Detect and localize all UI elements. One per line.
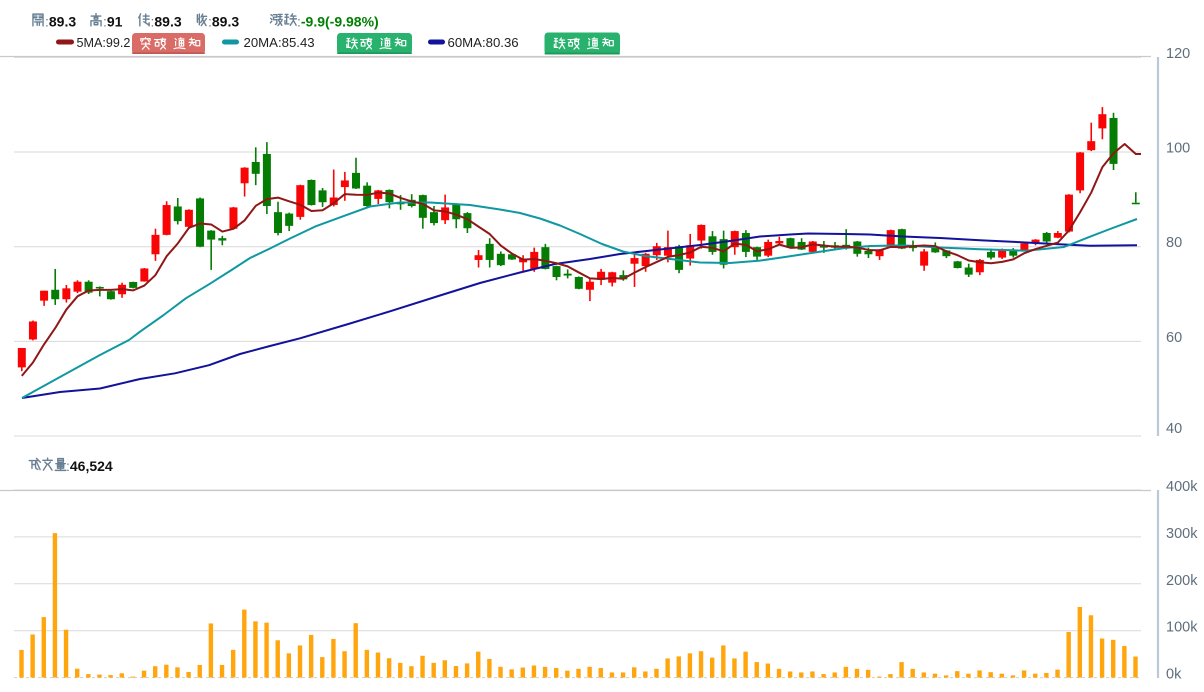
svg-text:80: 80: [1166, 235, 1182, 251]
svg-text:20MA:85.43: 20MA:85.43: [244, 35, 315, 50]
svg-text:100: 100: [1166, 141, 1190, 157]
svg-text::-9.9(-9.98%): :-9.9(-9.98%): [297, 14, 379, 30]
svg-text:40: 40: [1166, 421, 1182, 437]
svg-text:100k: 100k: [1166, 620, 1198, 636]
svg-text::46,524: :46,524: [66, 458, 113, 474]
svg-text::89.3: :89.3: [208, 14, 239, 30]
svg-text:60: 60: [1166, 330, 1182, 346]
svg-text:300k: 300k: [1166, 526, 1198, 542]
svg-text:60MA:80.36: 60MA:80.36: [448, 35, 519, 50]
svg-text::89.3: :89.3: [151, 14, 182, 30]
svg-text::89.3: :89.3: [45, 14, 76, 30]
svg-text:0k: 0k: [1166, 667, 1182, 683]
svg-text:120: 120: [1166, 46, 1190, 62]
svg-text:200k: 200k: [1166, 573, 1198, 589]
svg-text::91: :91: [103, 14, 123, 30]
svg-text:400k: 400k: [1166, 479, 1198, 495]
svg-text:5MA:99.2: 5MA:99.2: [77, 36, 131, 50]
